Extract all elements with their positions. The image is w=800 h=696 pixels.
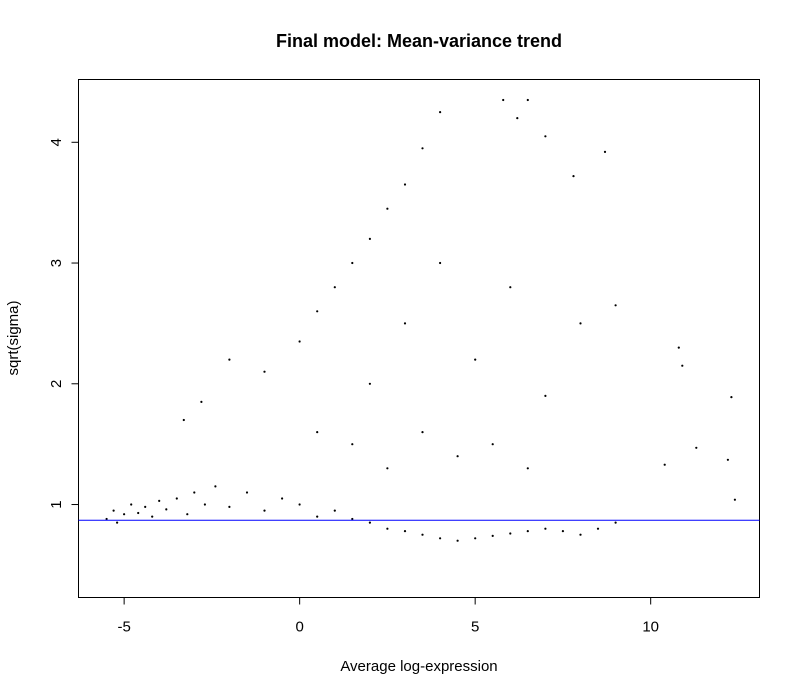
data-point [182,418,185,422]
data-point [351,261,354,265]
data-point [144,505,147,508]
data-point [544,135,547,138]
data-point [579,322,582,325]
data-point [298,503,301,506]
data-point [491,534,494,538]
data-point [502,98,505,102]
data-point [245,491,249,494]
data-point [614,521,617,524]
data-point [421,431,424,434]
data-point [730,396,733,399]
data-point [677,346,680,349]
data-point [603,150,607,153]
data-point [663,463,666,466]
data-point [200,400,203,403]
data-point [351,443,354,446]
data-point [151,515,154,518]
data-point [726,458,730,461]
data-point [561,530,565,533]
data-point [403,183,407,186]
data-point [421,533,424,536]
data-point [368,382,371,385]
x-tick-label: 5 [471,619,479,636]
data-point [456,455,459,458]
data-point [158,499,161,502]
data-point [263,370,266,373]
data-point [112,509,115,512]
data-point [105,517,108,521]
data-point [386,527,389,530]
data-point [368,521,371,524]
data-point [516,117,519,120]
data-point [316,515,319,518]
data-point [526,530,529,533]
data-point [316,310,319,313]
data-point [491,443,494,446]
x-tick-label: -5 [117,619,130,636]
data-point [509,286,512,289]
data-point [130,503,133,506]
data-point [175,497,178,500]
data-point [165,508,168,511]
data-point [137,511,140,515]
data-point [386,467,389,470]
data-point [123,513,126,516]
data-point [333,509,336,512]
data-point [456,539,459,542]
data-point [116,521,119,524]
data-point [439,261,442,265]
y-axis: 1 2 3 4 [48,138,79,509]
data-point [403,530,407,533]
data-point [193,491,196,494]
data-point [281,497,284,500]
data-point [203,503,206,506]
data-point [186,513,189,516]
data-point [526,98,529,102]
data-point [526,467,529,470]
data-point [228,505,231,508]
data-point [351,517,354,521]
data-point [509,532,512,535]
x-tick-label: 10 [642,619,659,636]
data-point [596,527,600,530]
data-point [572,175,575,178]
data-point [733,498,737,501]
data-point [579,533,582,536]
y-tick-label: 3 [48,259,65,267]
x-tick-label: 0 [295,619,303,636]
y-tick-label: 4 [48,138,65,146]
data-point [228,358,231,361]
x-axis: -5 0 5 10 [117,597,659,636]
data-point [474,537,477,540]
y-tick-label: 1 [48,500,65,508]
data-point [368,237,371,240]
data-point [544,527,547,530]
data-point [681,364,684,367]
y-axis-label: sqrt(sigma) [5,300,22,375]
data-points [105,98,737,542]
data-point [214,485,217,488]
data-point [614,304,617,307]
chart-title: Final model: Mean-variance trend [276,31,562,51]
data-point [316,431,319,434]
data-point [298,340,301,343]
x-axis-label: Average log-expression [340,658,497,675]
y-tick-label: 2 [48,380,65,388]
data-point [263,509,266,512]
data-point [386,207,389,210]
data-point [333,286,336,289]
data-point [544,394,547,397]
data-point [421,147,424,150]
data-point [439,537,442,540]
data-point [403,322,407,325]
data-point [474,358,477,361]
data-point [695,446,698,449]
data-point [439,111,442,114]
